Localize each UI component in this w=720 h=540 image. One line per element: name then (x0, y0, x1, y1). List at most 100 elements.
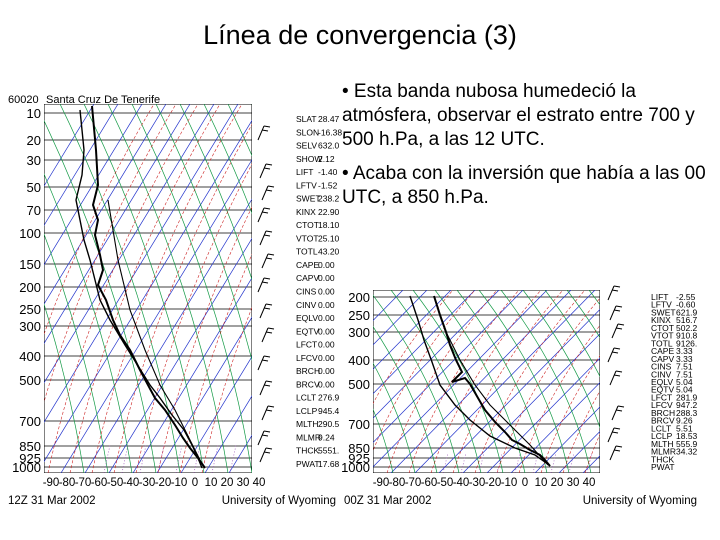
sounding-date: 12Z 31 Mar 2002 (8, 495, 96, 507)
index-value: 945.4 (318, 406, 340, 416)
index-label: BRCV (296, 379, 320, 389)
moist-adiabat-line (452, 290, 564, 473)
pressure-tick-label: 250 (348, 308, 370, 323)
index-label: CTOT (296, 220, 319, 230)
index-label: CAPV (651, 354, 674, 364)
wind-barb-flag (265, 303, 273, 306)
index-label: THCK (296, 446, 319, 456)
wind-barb-flag (613, 309, 621, 312)
index-value: 3.33 (676, 354, 693, 364)
index-value: 5.04 (676, 385, 693, 395)
pressure-tick-label: 850 (348, 441, 370, 456)
slide-title: Línea de convergencia (3) (203, 20, 517, 50)
wind-barb-flag (611, 289, 619, 292)
wind-barb-flag (615, 305, 623, 308)
isotherm-line (44, 104, 119, 227)
mixing-ratio-line (496, 452, 503, 473)
wind-barb-flag (617, 323, 625, 326)
wind-barb-shaft (609, 370, 617, 386)
wind-barb-shaft (257, 125, 265, 141)
wind-barb-shaft (259, 303, 267, 319)
temperature-tick-label: -20 (485, 477, 502, 489)
wind-barb-flag (615, 409, 623, 412)
index-label: KINX (296, 207, 316, 217)
plot-frame (373, 290, 600, 473)
wind-barb-shaft (257, 430, 265, 446)
temperature-profile (433, 295, 551, 467)
index-value: 18.10 (318, 220, 340, 230)
index-label: LIFT (651, 292, 668, 302)
index-value: 28.47 (318, 114, 340, 124)
wind-barb-shaft (607, 347, 615, 363)
pressure-tick-label: 925 (19, 451, 41, 466)
wind-barb-flag (611, 431, 619, 434)
moist-adiabat-line (518, 324, 600, 473)
wind-barb-shaft (257, 277, 265, 293)
isotherm-line (510, 382, 600, 473)
index-value: 910.8 (676, 331, 698, 341)
temperature-tick-label: -40 (453, 477, 470, 489)
wind-barb-flag (263, 167, 271, 170)
moist-adiabat-line (113, 123, 252, 473)
dry-adiabat-line (131, 104, 252, 473)
wind-barb-shaft (257, 355, 265, 371)
moist-adiabat-line (135, 163, 252, 473)
temperature-tick-label: 0 (192, 477, 198, 489)
temperature-tick-label: 40 (583, 477, 596, 489)
index-label: MLMR (651, 447, 676, 457)
isotherm-line (558, 430, 600, 473)
index-value: 2.12 (318, 154, 335, 164)
dry-adiabat-line (434, 290, 526, 473)
wind-barb-shaft (257, 207, 265, 223)
wind-barb-flag (261, 129, 269, 132)
index-label: PWAT (296, 459, 320, 469)
index-label: THCK (651, 454, 674, 464)
dry-adiabat-line (412, 290, 504, 473)
dry-adiabat-line (500, 290, 592, 473)
index-label: CINS (296, 287, 317, 297)
index-value: 5.51 (676, 423, 693, 433)
bullet-item-1: • Esta banda nubosa humedeció la atmósfe… (342, 81, 695, 150)
index-value: 5551. (318, 446, 339, 456)
wind-barb-flag (263, 125, 271, 128)
moist-adiabat-line (386, 290, 498, 473)
dry-adiabat-line (179, 104, 252, 281)
index-label: LFCT (651, 392, 672, 402)
index-label: SLON (296, 127, 319, 137)
pressure-tick-label: 200 (19, 280, 41, 295)
index-value: -1.52 (318, 180, 338, 190)
pressure-tick-label: 1000 (341, 460, 370, 475)
index-label: PWAT (651, 462, 675, 472)
pressure-tick-label: 400 (19, 349, 41, 364)
wind-barb-flag (263, 207, 271, 210)
pressure-tick-label: 400 (348, 353, 370, 368)
index-value: 0.00 (318, 379, 335, 389)
wind-barb-flag (263, 277, 271, 280)
wind-barb-flag (613, 449, 621, 452)
wind-barb-shaft (611, 323, 619, 339)
moist-adiabat-line (179, 253, 252, 473)
index-value: 238.2 (318, 194, 340, 204)
isotherm-line (44, 104, 143, 266)
index-label: MLMR (296, 432, 321, 442)
dry-adiabat-line (155, 104, 252, 362)
index-label: SWET (651, 307, 676, 317)
wind-barb-shaft (261, 405, 269, 421)
wind-barb-flag (267, 327, 275, 330)
moist-adiabat-line (540, 355, 600, 473)
dry-adiabat-line (44, 303, 85, 473)
index-label: KINX (651, 315, 671, 325)
wind-barb-flag (263, 430, 271, 433)
index-label: SHOW (296, 154, 322, 164)
mixing-ratio-line (550, 452, 557, 473)
wind-barb-flag (265, 331, 273, 334)
wind-barb-shaft (607, 285, 615, 301)
temperature-tick-label: 40 (253, 477, 266, 489)
dry-adiabat-line (522, 290, 600, 429)
index-label: CAPE (651, 346, 674, 356)
temperature-tick-label: -50 (437, 477, 454, 489)
moist-adiabat-line (91, 104, 243, 473)
index-value: 7.51 (676, 369, 693, 379)
index-value: 947.2 (676, 400, 698, 410)
index-value: 3.33 (676, 346, 693, 356)
